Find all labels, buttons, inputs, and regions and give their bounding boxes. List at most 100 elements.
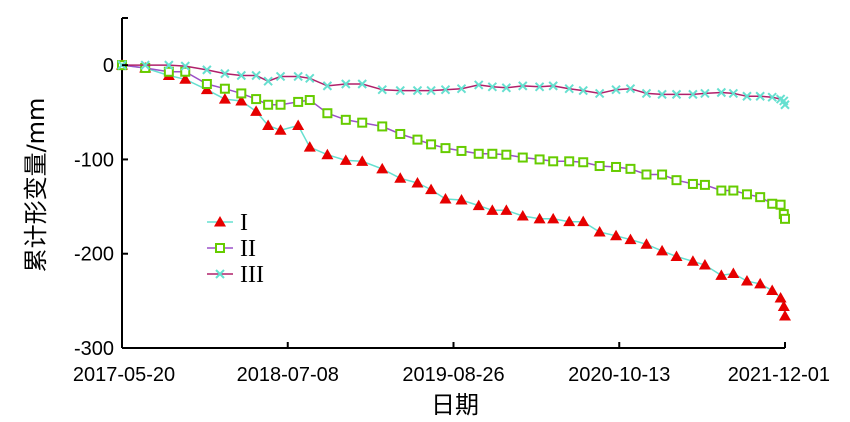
series-2-point-15 <box>377 121 388 132</box>
x-tick-label-0: 2017-05-20 <box>73 364 175 386</box>
series-1-point-12 <box>321 148 334 160</box>
series-1-point-23 <box>500 204 513 215</box>
series-3-point-38-stroke-b <box>728 88 739 99</box>
series-3-point-39 <box>742 91 752 101</box>
series-3-point-34 <box>671 89 682 100</box>
series-3-point-11-stroke-b <box>305 73 315 84</box>
legend-marker-1 <box>214 216 226 227</box>
series-3-point-14 <box>357 79 367 89</box>
series-3-point-1-stroke-b <box>140 60 150 70</box>
series-3-point-15 <box>377 84 387 95</box>
series-1-point-8 <box>262 119 275 130</box>
series-2-point-44 <box>780 213 790 224</box>
series-2-point-4 <box>201 79 212 89</box>
series-1-point-21 <box>472 199 485 211</box>
series-2-point-32 <box>641 169 652 180</box>
series-2 <box>117 60 790 224</box>
series-3-point-36-stroke-b <box>700 88 710 99</box>
y-tick-label-2: -200 <box>74 244 114 266</box>
series-3-point-37-stroke-b <box>716 87 727 98</box>
series-3-point-24-stroke-b <box>518 81 528 91</box>
series-3-point-13 <box>341 79 351 89</box>
series-1-point-14 <box>356 155 369 166</box>
series-1-point-39 <box>740 275 753 286</box>
series-1-point-7 <box>250 105 263 116</box>
series-3-point-41 <box>767 92 777 102</box>
series-2-point-2 <box>163 66 174 77</box>
series-layer <box>116 59 791 321</box>
series-2-point-24 <box>517 152 528 163</box>
y-axis-title: 累计形变量/mm <box>22 98 50 273</box>
series-1-point-10 <box>292 119 305 130</box>
series-3-point-33-stroke-b <box>657 89 667 100</box>
series-3-point-4 <box>202 65 212 75</box>
series-1-point-29 <box>593 226 606 237</box>
series-2-point-40 <box>755 192 766 203</box>
series-2-point-18 <box>426 139 437 150</box>
series-2-point-38 <box>728 185 739 196</box>
series-3-point-19-stroke-b <box>440 84 451 95</box>
series-1-point-9 <box>274 124 287 135</box>
series-1-point-34 <box>670 250 683 262</box>
series-2-point-17 <box>412 134 423 145</box>
series-3-point-40-stroke-b <box>755 91 765 101</box>
series-2-point-11 <box>304 95 315 106</box>
series-3-point-7 <box>251 70 261 81</box>
series-2-point-36 <box>699 179 710 190</box>
series-1-point-18 <box>425 183 438 195</box>
series-3-point-4-stroke-b <box>202 65 212 75</box>
series-2-point-27 <box>564 156 575 167</box>
series-3-point-2-stroke-b <box>164 60 174 70</box>
series-2-point-10 <box>293 96 304 107</box>
series-3-point-16 <box>395 85 405 96</box>
series-1-point-11 <box>303 141 316 152</box>
legend-label-3: III <box>240 262 264 288</box>
series-2-point-5 <box>219 83 230 94</box>
series-1-point-13 <box>339 154 352 165</box>
series-3-point-5-stroke-b <box>220 68 230 79</box>
series-3-point-11 <box>305 73 315 84</box>
series-2-point-20 <box>456 145 467 156</box>
series-3-point-25 <box>534 82 545 92</box>
series-3-point-12-stroke-b <box>322 81 333 91</box>
series-3-point-24 <box>518 81 528 91</box>
series-3-point-30 <box>611 84 621 95</box>
series-3-point-12 <box>322 81 333 91</box>
series-3-point-31-stroke-b <box>625 84 636 94</box>
series-2-point-3 <box>180 66 191 77</box>
series-3-point-28 <box>578 85 588 96</box>
series-3-point-20 <box>456 84 467 94</box>
y-tick-label-3: -300 <box>74 338 114 360</box>
series-2-point-30 <box>611 161 622 172</box>
series-2-point-34 <box>671 175 682 186</box>
series-2-point-29 <box>594 161 605 172</box>
series-3-point-40 <box>755 91 765 101</box>
plot-area: 0 -100 -200 -300 2017-05-20 2018-07-08 2019-08… <box>73 17 830 386</box>
series-3-point-27-stroke-b <box>564 84 574 94</box>
series-3-point-41-stroke-b <box>767 92 777 102</box>
series-2-point-21 <box>473 148 484 159</box>
series-1-point-44 <box>779 309 791 321</box>
series-3-point-27 <box>564 84 574 94</box>
series-3-point-8-stroke-b <box>263 76 273 86</box>
series-3-point-25-stroke-b <box>534 82 545 92</box>
series-3-point-33 <box>657 89 667 100</box>
series-1-point-33 <box>656 244 669 256</box>
series-3-point-32-stroke-b <box>641 88 652 99</box>
series-2-point-41 <box>767 198 778 209</box>
series-2-point-39 <box>741 189 752 200</box>
legend-item-1: I <box>207 210 248 236</box>
series-1-point-41 <box>766 284 779 295</box>
series-1-point-38 <box>727 267 740 279</box>
series-3-point-9-stroke-b <box>275 71 286 82</box>
series-3-point-20-stroke-b <box>456 84 467 94</box>
series-1-point-19 <box>439 193 452 204</box>
series-3-point-37 <box>716 87 727 98</box>
series-3-point-31 <box>625 84 636 94</box>
series-3-point-5 <box>220 68 230 79</box>
series-2-point-31 <box>625 163 636 174</box>
series-1-point-25 <box>533 212 546 224</box>
series-1-point-31 <box>624 233 637 245</box>
series-3-point-15-stroke-b <box>377 84 387 95</box>
legend-label-2: II <box>240 236 256 262</box>
